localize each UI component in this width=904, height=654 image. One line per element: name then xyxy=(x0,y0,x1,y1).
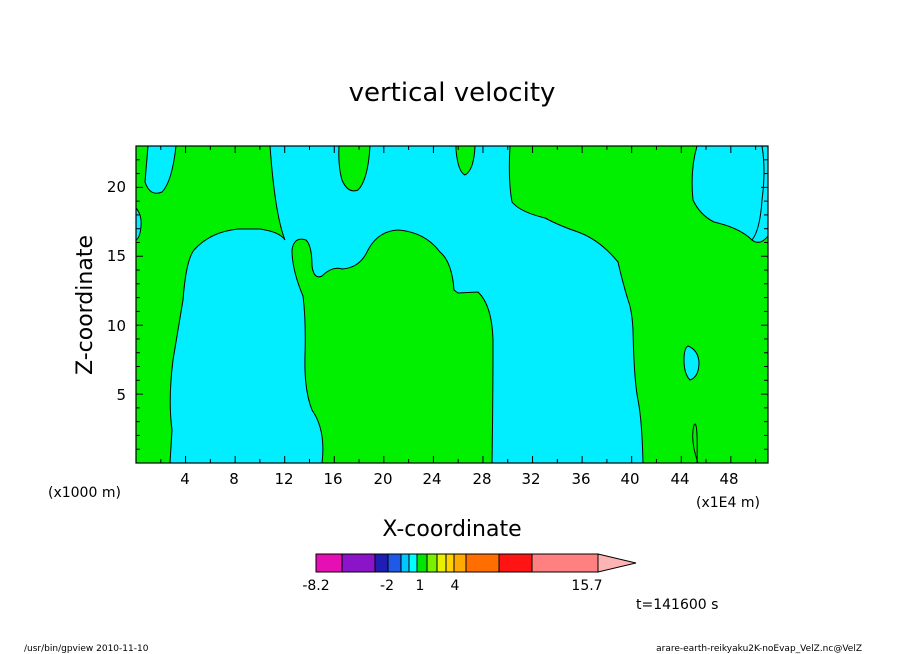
y-tick-label: 10 xyxy=(107,317,126,335)
x-tick-label: 20 xyxy=(373,470,392,488)
x-tick-labels: 4 8 12 16 20 24 28 32 36 40 44 48 xyxy=(180,470,738,488)
colorbar-swatch xyxy=(436,553,447,573)
chart-title: vertical velocity xyxy=(349,78,556,108)
plot-area xyxy=(135,145,769,464)
colorbar-swatch xyxy=(400,553,410,573)
colorbar-label: 1 xyxy=(416,578,425,594)
colorbar-labels: -8.2 -2 1 4 15.7 xyxy=(302,578,602,594)
colorbar-swatch xyxy=(445,553,455,573)
negative-hole-right xyxy=(683,345,700,381)
footer-left: /usr/bin/gpview 2010-11-10 xyxy=(24,644,149,654)
x-unit-right: (x1E4 m) xyxy=(696,495,760,511)
axis-ticks xyxy=(136,146,768,463)
colorbar-swatch xyxy=(416,553,428,573)
y-tick-label: 5 xyxy=(116,386,126,404)
colorbar-swatch xyxy=(426,553,438,573)
colorbar-swatch xyxy=(374,553,389,573)
positive-region-left-column xyxy=(135,145,286,464)
colorbar xyxy=(315,553,637,573)
x-tick-label: 16 xyxy=(323,470,342,488)
colorbar-swatch xyxy=(465,553,500,573)
x-tick-label: 4 xyxy=(180,470,190,488)
x-tick-label: 8 xyxy=(229,470,239,488)
colorbar-swatch xyxy=(341,553,376,573)
positive-region-center xyxy=(291,229,494,464)
y-tick-label: 15 xyxy=(107,247,126,265)
x-tick-label: 48 xyxy=(719,470,738,488)
colorbar-swatch xyxy=(453,553,467,573)
x-tick-label: 36 xyxy=(571,470,590,488)
y-axis-label: Z-coordinate xyxy=(73,235,98,375)
colorbar-swatch xyxy=(498,553,533,573)
colorbar-swatch xyxy=(387,553,402,573)
positive-region-right xyxy=(508,145,769,464)
x-tick-label: 28 xyxy=(472,470,491,488)
y-tick-label: 20 xyxy=(107,178,126,196)
colorbar-label: 4 xyxy=(451,578,460,594)
x-tick-label: 24 xyxy=(422,470,441,488)
colorbar-swatch xyxy=(315,553,343,573)
x-unit-left: (x1000 m) xyxy=(48,485,121,501)
x-tick-label: 44 xyxy=(670,470,689,488)
time-label: t=141600 s xyxy=(636,597,718,613)
negative-region-right-top xyxy=(751,145,769,243)
x-tick-label: 32 xyxy=(521,470,540,488)
x-tick-label: 12 xyxy=(274,470,293,488)
colorbar-arrow xyxy=(597,553,637,573)
negative-notch-left xyxy=(135,206,142,241)
colorbar-label: -8.2 xyxy=(302,578,329,594)
colorbar-swatch xyxy=(531,553,599,573)
positive-region-top-small xyxy=(338,145,371,192)
y-tick-labels: 5 10 15 20 xyxy=(107,178,126,404)
colorbar-label: -2 xyxy=(380,578,394,594)
x-axis-label: X-coordinate xyxy=(382,517,521,542)
positive-region-top-small-2 xyxy=(455,145,476,176)
footer-right: arare-earth-reikyaku2K-noEvap_VelZ.nc@Ve… xyxy=(656,644,862,654)
plot-frame xyxy=(135,145,769,464)
colorbar-label: 15.7 xyxy=(571,578,602,594)
x-tick-label: 40 xyxy=(620,470,639,488)
colorbar-swatch xyxy=(408,553,418,573)
